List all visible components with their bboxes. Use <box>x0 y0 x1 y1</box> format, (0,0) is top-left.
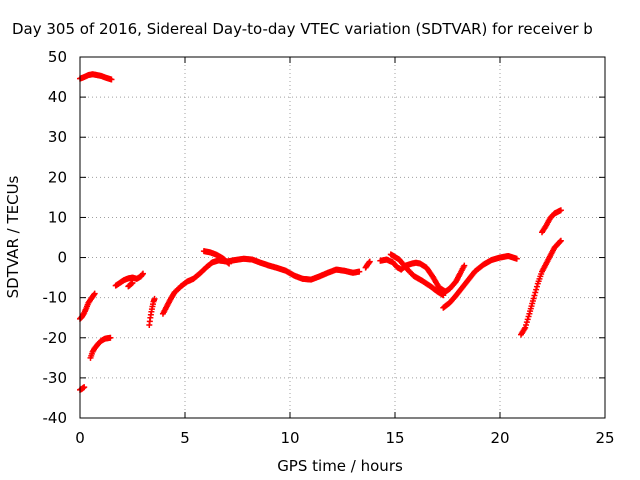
x-axis-label: GPS time / hours <box>277 457 403 475</box>
y-tick-label: -20 <box>43 329 68 347</box>
data-point <box>81 384 88 391</box>
data-point <box>226 260 233 267</box>
data-point <box>107 334 114 341</box>
x-tick-label: 25 <box>595 429 614 447</box>
data-point <box>129 279 136 286</box>
data-point <box>557 207 564 214</box>
y-tick-label: 10 <box>48 208 67 226</box>
x-tick-label: 5 <box>180 429 190 447</box>
data-point <box>524 316 531 323</box>
data-point <box>525 313 532 320</box>
y-tick-label: 40 <box>48 88 67 106</box>
data-point <box>151 295 158 302</box>
y-tick-labels: -40 -30 -20 -10 0 10 20 30 40 50 <box>43 48 68 427</box>
data-point <box>366 258 373 265</box>
x-tick-label: 20 <box>490 429 509 447</box>
chart-title: Day 305 of 2016, Sidereal Day-to-day VTE… <box>12 20 593 38</box>
data-markers <box>77 71 564 393</box>
y-tick-label: 0 <box>57 249 67 267</box>
x-tick-label: 15 <box>385 429 404 447</box>
data-point <box>140 270 146 277</box>
y-axis-label: SDTVAR / TECUs <box>4 175 22 298</box>
y-tick-label: 20 <box>48 168 67 186</box>
grid <box>80 57 605 418</box>
data-point <box>522 324 529 331</box>
x-tick-labels: 0 5 10 15 20 25 <box>75 429 614 447</box>
data-point <box>523 321 530 328</box>
y-tick-label: 30 <box>48 128 67 146</box>
ticks <box>79 56 606 419</box>
data-point <box>440 292 447 299</box>
y-tick-label: -40 <box>43 409 68 427</box>
data-point <box>533 286 540 293</box>
x-tick-label: 0 <box>75 429 85 447</box>
data-point <box>557 237 564 244</box>
data-point <box>513 255 520 262</box>
data-point <box>531 292 538 299</box>
data-point <box>461 262 468 269</box>
y-tick-label: 50 <box>48 48 67 66</box>
plot-frame <box>79 56 606 419</box>
data-point <box>91 290 98 297</box>
data-point <box>90 291 97 298</box>
data-point <box>532 289 539 296</box>
y-tick-label: -10 <box>43 289 68 307</box>
data-point <box>523 319 530 326</box>
data-point <box>533 283 540 290</box>
data-point <box>108 76 115 83</box>
data-point <box>530 295 537 302</box>
data-point <box>557 238 564 245</box>
data-point <box>356 268 363 275</box>
x-tick-label: 10 <box>280 429 299 447</box>
y-tick-label: -30 <box>43 369 68 387</box>
